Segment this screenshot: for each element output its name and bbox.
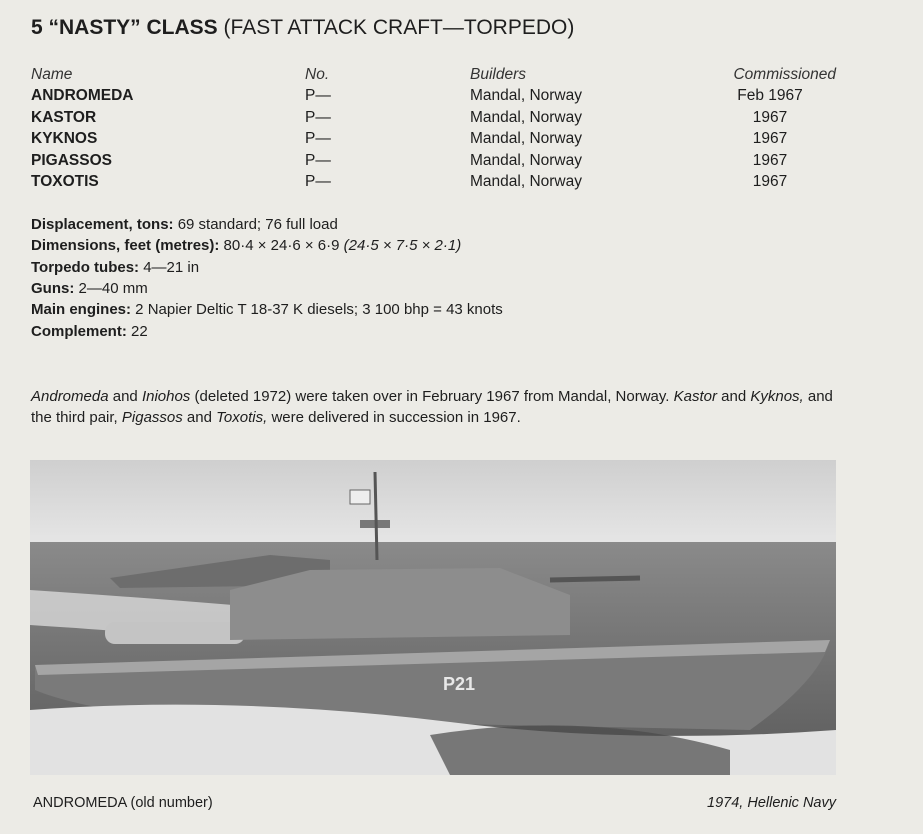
ship-photo: P21 bbox=[30, 460, 836, 775]
ship-number: P— bbox=[305, 151, 331, 169]
header-builders: Builders bbox=[470, 66, 526, 83]
ship-commissioned: 1967 bbox=[752, 173, 788, 190]
ship-builder: Mandal, Norway bbox=[470, 173, 582, 190]
spec-line: Main engines: 2 Napier Deltic T 18-37 K … bbox=[31, 301, 503, 318]
ship-builder: Mandal, Norway bbox=[470, 87, 582, 104]
paragraph-segment: Andromeda bbox=[31, 388, 109, 405]
ship-commissioned: 1967 bbox=[752, 130, 788, 147]
spec-metric: (24·5 × 7·5 × 2·1) bbox=[343, 237, 462, 255]
spec-line: Displacement, tons: 69 standard; 76 full… bbox=[31, 216, 338, 233]
spec-label: Guns: bbox=[31, 279, 75, 297]
description-paragraph: Andromeda and Iniohos (deleted 1972) wer… bbox=[31, 386, 841, 428]
ship-number: P— bbox=[305, 173, 331, 190]
ship-builder: Mandal, Norway bbox=[470, 151, 582, 169]
spec-line: Guns: 2—40 mm bbox=[31, 280, 148, 297]
spec-value: 80·4 × 24·6 × 6·9 bbox=[219, 237, 344, 255]
ship-number: P— bbox=[305, 130, 331, 147]
paragraph-segment: Toxotis, bbox=[216, 409, 268, 426]
ship-name: KYKNOS bbox=[31, 130, 98, 147]
page-title: 5 “NASTY” CLASS (FAST ATTACK CRAFT—TORPE… bbox=[31, 16, 575, 39]
header-name: Name bbox=[31, 66, 73, 83]
ship-name: ANDROMEDA bbox=[31, 87, 134, 104]
paragraph-segment: and the third pair, bbox=[31, 388, 833, 426]
spec-value: 2—40 mm bbox=[74, 279, 148, 297]
ship-builder: Mandal, Norway bbox=[470, 108, 582, 126]
spec-label: Displacement, tons: bbox=[31, 216, 174, 233]
ship-builder: Mandal, Norway bbox=[470, 130, 582, 147]
ship-name: KASTOR bbox=[31, 108, 97, 126]
spec-line: Dimensions, feet (metres): 80·4 × 24·6 ×… bbox=[31, 237, 461, 254]
paragraph-segment: and bbox=[108, 388, 142, 405]
ship-commissioned: Feb 1967 bbox=[737, 87, 803, 104]
spec-value: 2 Napier Deltic T 18-37 K diesels; 3 100… bbox=[131, 301, 503, 319]
spec-value: 4—21 in bbox=[139, 258, 200, 276]
paragraph-segment: were delivered in succession in 1967. bbox=[267, 409, 521, 426]
photo-credit: 1974, Hellenic Navy bbox=[707, 795, 836, 811]
spec-value: 22 bbox=[126, 322, 148, 340]
paragraph-segment: and bbox=[182, 409, 217, 426]
spec-line: Torpedo tubes: 4—21 in bbox=[31, 259, 199, 276]
ship-name: PIGASSOS bbox=[31, 151, 112, 169]
paragraph-segment: and bbox=[716, 388, 751, 405]
ship-commissioned: 1967 bbox=[752, 108, 788, 126]
paragraph-segment: Kastor bbox=[673, 388, 717, 405]
paragraph-segment: Kyknos, bbox=[750, 388, 804, 405]
header-no: No. bbox=[305, 66, 330, 83]
ship-number: P— bbox=[305, 108, 331, 126]
spec-line: Complement: 22 bbox=[31, 323, 148, 340]
paragraph-segment: Iniohos bbox=[141, 388, 191, 405]
ship-commissioned: 1967 bbox=[752, 151, 788, 169]
header-commissioned: Commissioned bbox=[733, 66, 836, 83]
ship-name: TOXOTIS bbox=[31, 173, 99, 190]
spec-label: Main engines: bbox=[31, 301, 132, 319]
spec-label: Torpedo tubes: bbox=[31, 258, 140, 276]
paragraph-segment: (deleted 1972) were taken over in Februa… bbox=[190, 388, 674, 405]
spec-value: 69 standard; 76 full load bbox=[173, 216, 338, 233]
spec-label: Complement: bbox=[31, 322, 127, 340]
spec-label: Dimensions, feet (metres): bbox=[31, 237, 220, 255]
hull-number: P21 bbox=[443, 674, 475, 694]
photo-caption: ANDROMEDA (old number) bbox=[33, 795, 213, 811]
ship-number: P— bbox=[305, 87, 331, 104]
paragraph-segment: Pigassos bbox=[121, 409, 183, 426]
